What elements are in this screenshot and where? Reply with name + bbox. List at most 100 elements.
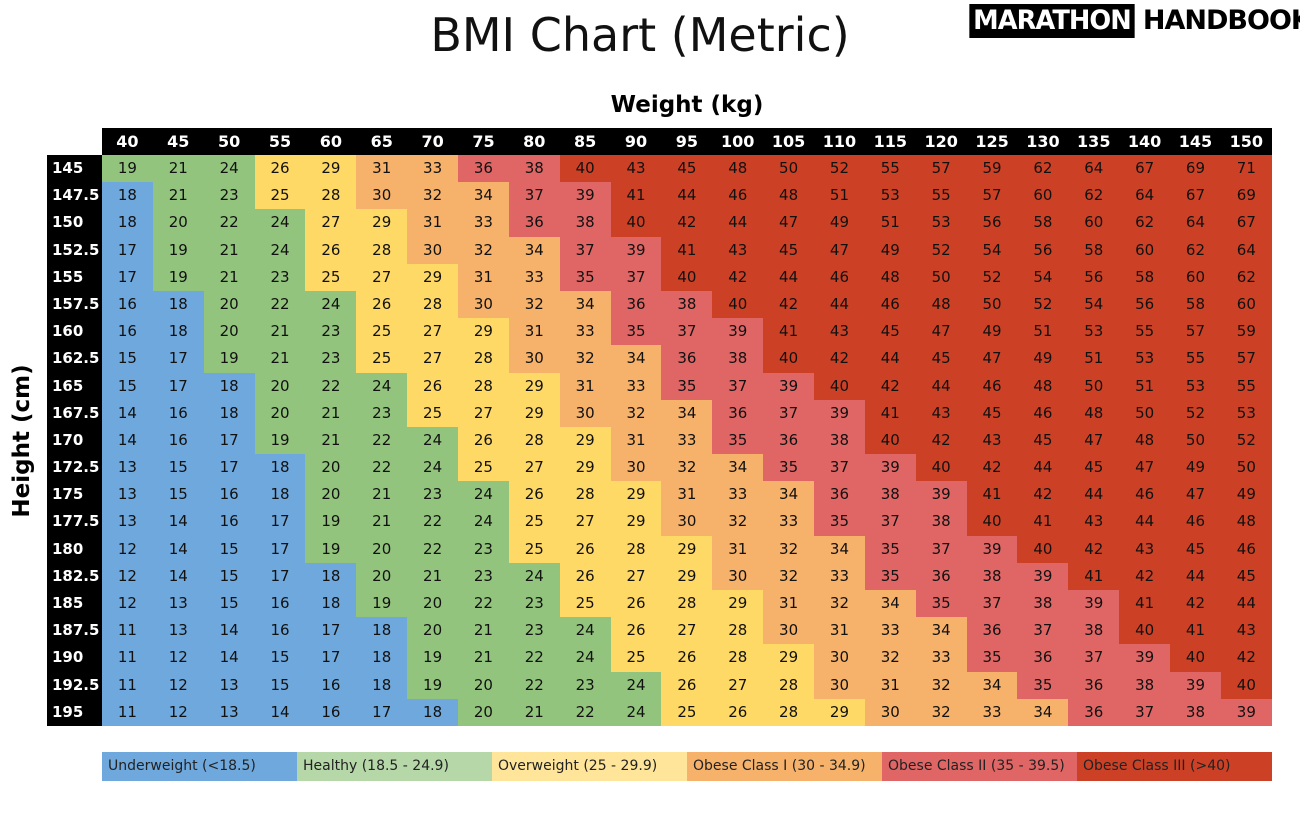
bmi-cell: 28: [559, 481, 611, 509]
bmi-cell: 25: [610, 644, 662, 672]
bmi-cell: 25: [254, 182, 306, 210]
x-tick-label: 55: [254, 128, 306, 155]
table-row: 172.5 13 15 17 18 20 22 24 25 27 29 30 32 34 35 37 39 40 4…: [47, 454, 1272, 482]
bmi-cell: 40: [864, 426, 916, 455]
bmi-cell: 33: [966, 698, 1018, 726]
bmi-cell: 18: [254, 481, 306, 509]
y-tick-label: 195: [47, 698, 102, 726]
bmi-cell: 28: [305, 182, 357, 210]
bmi-cell: 39: [1068, 590, 1120, 618]
bmi-cell: 42: [1170, 590, 1221, 618]
bmi-cell: 25: [458, 454, 509, 482]
bmi-cell: 34: [763, 481, 815, 509]
bmi-cell: 56: [1068, 263, 1120, 291]
bmi-cell: 14: [102, 426, 153, 455]
bmi-cell: 37: [966, 590, 1018, 618]
bmi-cell: 39: [966, 535, 1018, 563]
bmi-cell: 50: [915, 263, 967, 291]
table-row: 165 15 17 18 20 22 24 26 28 29 31 33 35 37 39 40 42 44 46 4…: [47, 372, 1272, 400]
bmi-cell: 18: [203, 372, 255, 400]
y-tick-label: 147.5: [47, 182, 102, 210]
bmi-cell: 17: [203, 454, 255, 482]
table-row: 157.5 16 18 20 22 24 26 28 30 32 34 36 38 40 42 44 46 48 5…: [47, 290, 1272, 319]
bmi-cell: 37: [661, 318, 713, 346]
bmi-cell: 44: [1220, 590, 1272, 618]
bmi-cell: 64: [1119, 182, 1171, 210]
bmi-cell: 46: [712, 182, 764, 210]
bmi-cell: 25: [508, 508, 560, 536]
bmi-cell: 45: [1220, 562, 1272, 590]
bmi-cell: 37: [763, 399, 815, 427]
bmi-cell: 59: [1220, 318, 1272, 346]
bmi-cell: 42: [864, 372, 916, 400]
bmi-cell: 20: [254, 399, 306, 427]
bmi-cell: 32: [763, 535, 815, 563]
bmi-cell: 12: [152, 698, 204, 726]
bmi-cell: 33: [559, 318, 611, 346]
bmi-cell: 40: [1220, 671, 1272, 699]
bmi-cell: 21: [356, 508, 408, 536]
bmi-cell: 26: [559, 535, 611, 563]
bmi-cell: 38: [864, 481, 916, 509]
bmi-cell: 29: [305, 155, 357, 183]
bmi-cell: 48: [915, 290, 967, 319]
table-row: 155 17 19 21 23 25 27 29 31 33 35 37 40 42 44 46 48 50 52 5…: [47, 263, 1272, 291]
bmi-cell: 32: [610, 399, 662, 427]
bmi-cell: 47: [763, 209, 815, 237]
bmi-cell: 34: [559, 290, 611, 319]
bmi-cell: 52: [1220, 426, 1272, 455]
bmi-cell: 24: [508, 562, 560, 590]
chart-title: BMI Chart (Metric): [430, 8, 850, 62]
bmi-cell: 30: [559, 399, 611, 427]
bmi-cell: 18: [407, 698, 459, 726]
bmi-cell: 35: [1017, 671, 1069, 699]
bmi-cell: 38: [966, 562, 1018, 590]
bmi-cell: 43: [610, 155, 662, 183]
bmi-cell: 40: [661, 263, 713, 291]
bmi-cell: 29: [458, 318, 509, 346]
bmi-cell: 20: [254, 372, 306, 400]
bmi-cell: 26: [610, 617, 662, 645]
bmi-cell: 40: [1119, 617, 1171, 645]
x-tick-label: 100: [712, 128, 764, 155]
bmi-cell: 43: [712, 236, 764, 264]
bmi-cell: 50: [1220, 454, 1272, 482]
bmi-cell: 32: [915, 671, 967, 699]
bmi-cell: 30: [763, 617, 815, 645]
bmi-cell: 67: [1119, 155, 1171, 183]
bmi-cell: 42: [763, 290, 815, 319]
bmi-cell: 36: [915, 562, 967, 590]
y-tick-label: 162.5: [47, 345, 102, 373]
bmi-cell: 29: [712, 590, 764, 618]
bmi-cell: 33: [458, 209, 509, 237]
bmi-cell: 47: [1068, 426, 1120, 455]
x-tick-label: 85: [559, 128, 611, 155]
x-tick-label: 80: [508, 128, 560, 155]
legend-item: Overweight (25 - 29.9): [492, 752, 687, 781]
bmi-cell: 20: [305, 481, 357, 509]
y-tick-label: 192.5: [47, 671, 102, 699]
bmi-cell: 25: [356, 318, 408, 346]
bmi-cell: 45: [1170, 535, 1221, 563]
x-tick-label: 65: [356, 128, 408, 155]
x-axis-label: Weight (kg): [610, 92, 764, 118]
bmi-cell: 31: [661, 481, 713, 509]
x-tick-label: 105: [763, 128, 815, 155]
bmi-cell: 23: [508, 617, 560, 645]
bmi-cell: 42: [712, 263, 764, 291]
bmi-cell: 37: [559, 236, 611, 264]
bmi-cell: 49: [1220, 481, 1272, 509]
bmi-cell: 31: [610, 426, 662, 455]
bmi-cell: 24: [254, 236, 306, 264]
x-tick-label: 125: [966, 128, 1018, 155]
y-tick-label: 150: [47, 209, 102, 237]
bmi-cell: 39: [864, 454, 916, 482]
table-row: 180 12 14 15 17 19 20 22 23 25 26 28 29 31 32 34 35 37 39 4…: [47, 535, 1272, 563]
bmi-cell: 21: [254, 345, 306, 373]
bmi-cell: 44: [763, 263, 815, 291]
bmi-cell: 36: [1017, 644, 1069, 672]
bmi-cell: 38: [1170, 698, 1221, 726]
bmi-cell: 43: [1119, 535, 1171, 563]
bmi-cell: 19: [305, 508, 357, 536]
bmi-cell: 18: [254, 454, 306, 482]
